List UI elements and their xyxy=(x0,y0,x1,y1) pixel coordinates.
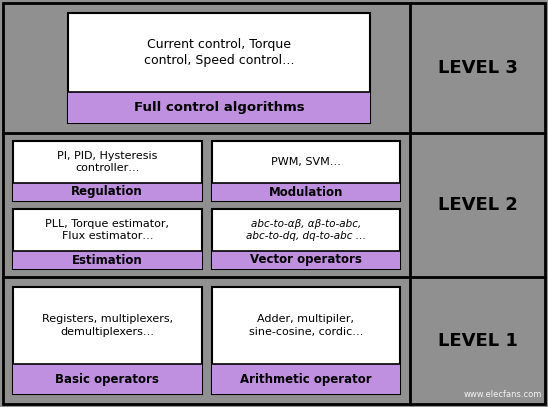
Bar xyxy=(212,287,400,394)
Bar xyxy=(13,141,202,201)
Bar xyxy=(13,183,202,201)
Text: Vector operators: Vector operators xyxy=(250,254,362,267)
Bar xyxy=(212,364,400,394)
Bar xyxy=(13,209,202,269)
Text: PI, PID, Hysteresis
controller…: PI, PID, Hysteresis controller… xyxy=(57,151,157,173)
Bar xyxy=(68,92,370,123)
Text: Arithmetic operator: Arithmetic operator xyxy=(240,372,372,385)
Text: Regulation: Regulation xyxy=(71,186,143,199)
Text: Full control algorithms: Full control algorithms xyxy=(134,101,304,114)
Bar xyxy=(212,251,400,269)
Text: abc-to-αβ, αβ-to-abc,
abc-to-dq, dq-to-abc …: abc-to-αβ, αβ-to-abc, abc-to-dq, dq-to-a… xyxy=(246,219,366,241)
Text: Registers, multiplexers,
demultiplexers…: Registers, multiplexers, demultiplexers… xyxy=(42,314,173,337)
Text: Modulation: Modulation xyxy=(269,186,343,199)
Bar xyxy=(212,209,400,269)
Text: LEVEL 2: LEVEL 2 xyxy=(437,196,517,214)
Text: Basic operators: Basic operators xyxy=(55,372,159,385)
Text: LEVEL 3: LEVEL 3 xyxy=(437,59,517,77)
Text: Adder, multipiler,
sine-cosine, cordic…: Adder, multipiler, sine-cosine, cordic… xyxy=(249,314,363,337)
Text: PWM, SVM…: PWM, SVM… xyxy=(271,157,341,167)
Text: www.elecfans.com: www.elecfans.com xyxy=(464,390,542,399)
Bar xyxy=(212,183,400,201)
Bar xyxy=(68,13,370,123)
Bar xyxy=(13,364,202,394)
Text: LEVEL 1: LEVEL 1 xyxy=(437,331,517,350)
Bar xyxy=(13,251,202,269)
Bar xyxy=(212,141,400,201)
Text: PLL, Torque estimator,
Flux estimator…: PLL, Torque estimator, Flux estimator… xyxy=(45,219,169,241)
Text: Current control, Torque
control, Speed control…: Current control, Torque control, Speed c… xyxy=(144,38,294,67)
Bar xyxy=(13,287,202,394)
Text: Estimation: Estimation xyxy=(72,254,142,267)
